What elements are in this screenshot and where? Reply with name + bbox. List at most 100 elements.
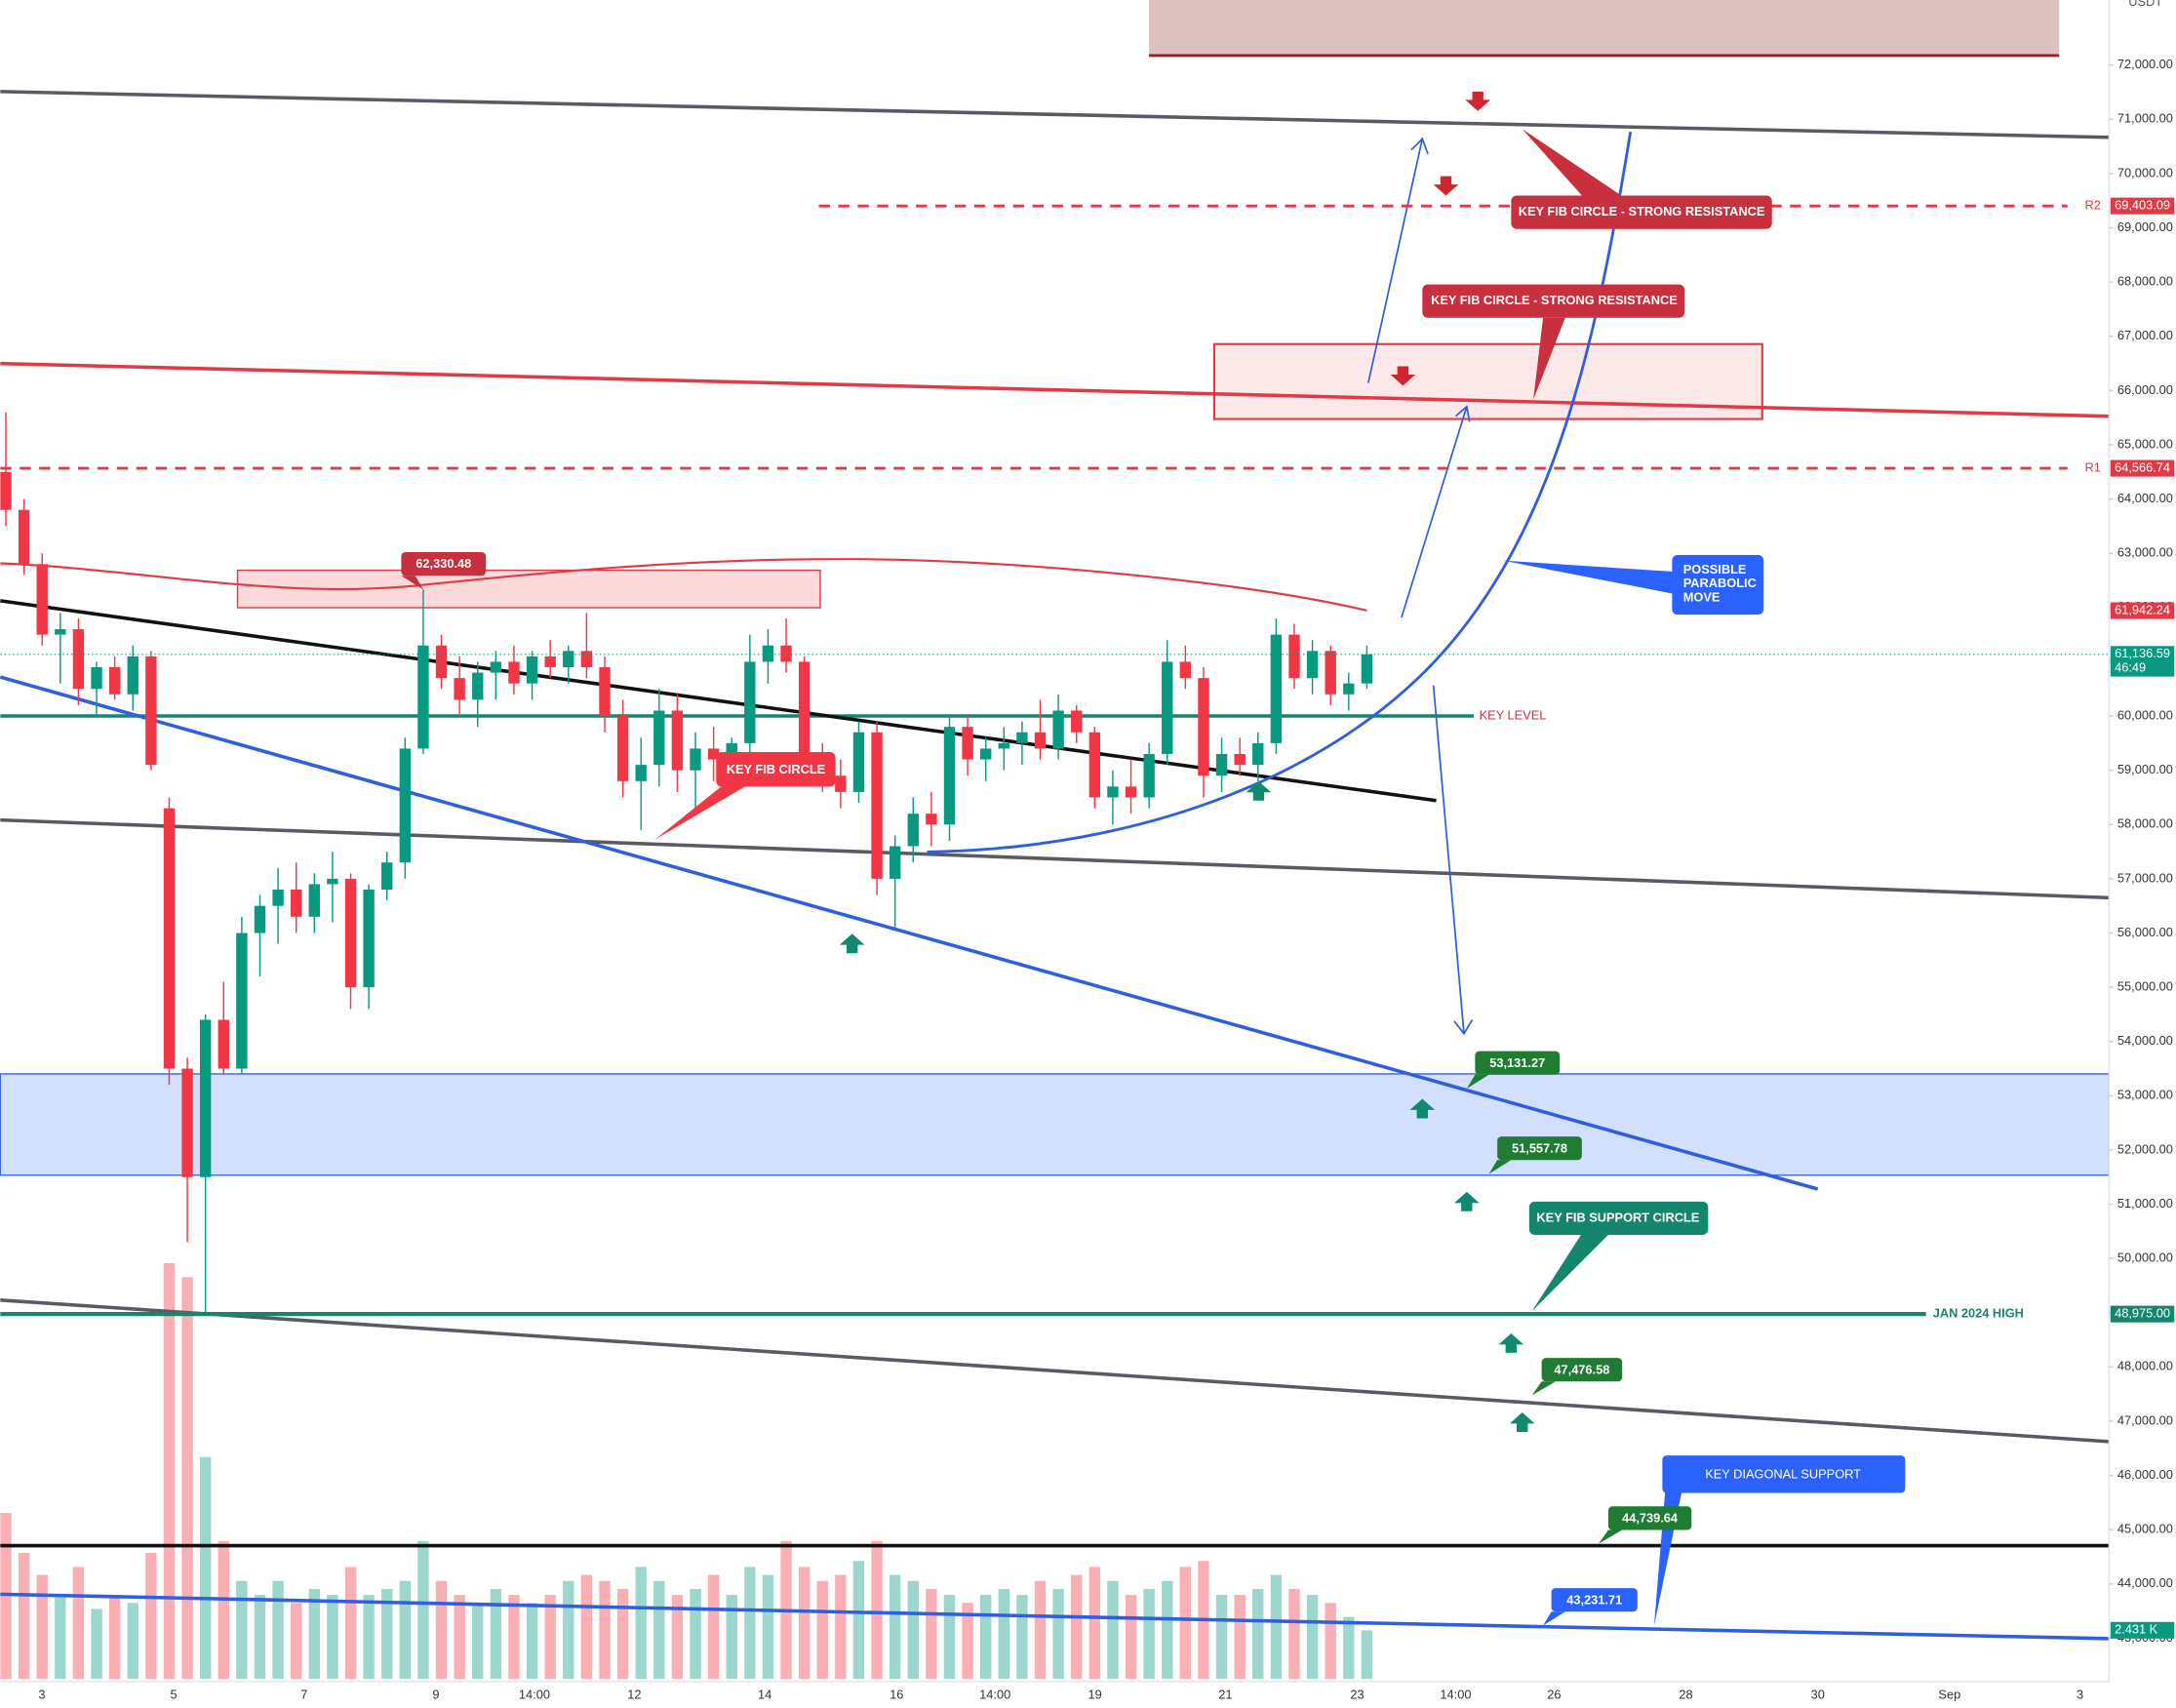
trend-line: [0, 361, 2110, 418]
volume-bar: [1361, 1630, 1373, 1680]
x-tick-label: 14:00: [1440, 1688, 1471, 1702]
candle-body: [508, 661, 520, 684]
up-arrows: [839, 780, 1535, 1432]
candle-body: [599, 667, 611, 717]
callout-box: [1511, 195, 1772, 229]
resistance-zone: [1212, 342, 1763, 420]
candle-body: [472, 672, 484, 700]
trend-line: [0, 675, 1819, 1191]
volume-bar: [1034, 1580, 1047, 1680]
volume-bar: [1179, 1567, 1192, 1680]
diagonal-support: [0, 1592, 2110, 1641]
volume-bar: [72, 1567, 85, 1680]
candle-body: [889, 846, 901, 879]
candle-body: [108, 667, 121, 695]
volume-bar: [980, 1595, 992, 1680]
volume-bar: [1252, 1588, 1264, 1680]
candle-body: [1034, 732, 1047, 749]
volume-bar: [417, 1540, 429, 1680]
volume-bar: [145, 1553, 157, 1680]
candle-body: [1325, 651, 1336, 695]
callout-pointer: [1598, 1529, 1623, 1544]
candle-body: [145, 655, 157, 766]
volume-bar: [943, 1595, 956, 1680]
candle-body: [254, 905, 266, 933]
candle-body: [1052, 710, 1064, 749]
key-level-label: KEY LEVEL: [1480, 707, 1547, 722]
callout-box: [1475, 1051, 1561, 1075]
callout-box: [1672, 554, 1764, 616]
callout-text: KEY DIAGONAL SUPPORT: [1705, 1466, 1861, 1481]
candle-body: [1162, 661, 1173, 754]
candle-body: [1252, 742, 1264, 766]
y-tick-label: 59,000.00: [2117, 762, 2173, 776]
callout-label: 62,330.48: [415, 556, 471, 571]
callout-text: MOVE: [1683, 589, 1721, 604]
volume-layer: [0, 1262, 1373, 1680]
callout-pointer: [1531, 1381, 1556, 1396]
candle-body: [490, 661, 502, 673]
callout-tail: [1522, 129, 1644, 212]
candle-body: [1306, 651, 1319, 679]
candle-body: [199, 1019, 212, 1177]
supply-zone: [1149, 0, 2060, 56]
volume-bar: [55, 1595, 66, 1680]
arrow: [1401, 405, 1471, 618]
candle-body: [1125, 786, 1137, 798]
price-callouts: 62,330.48 53,131.27 51,557.78 47,476.58 44,7…: [401, 552, 1692, 1626]
candle-body: [127, 655, 138, 695]
callout-label: 43,231.71: [1566, 1592, 1622, 1607]
callout-text: POSSIBLE: [1683, 562, 1747, 576]
candle-body: [454, 678, 465, 700]
arrow: [1366, 137, 1429, 383]
candle-body: [363, 890, 375, 988]
candle-body: [1143, 753, 1155, 798]
y-tick-label: 57,000.00: [2117, 870, 2173, 885]
volume-bar: [1215, 1595, 1228, 1680]
volume-bar: [690, 1588, 701, 1680]
x-tick-label: 19: [1088, 1688, 1101, 1702]
candle-body: [1071, 710, 1083, 733]
y-tick-label: 65,000.00: [2117, 436, 2173, 451]
axis-price-label: 48,975.00: [2115, 1306, 2170, 1321]
x-tick-label: 7: [300, 1688, 307, 1702]
axis-labels: 43,000.0044,000.0045,000.0046,000.0047,0…: [38, 57, 2175, 1702]
volume-bar: [926, 1588, 937, 1680]
candle-body: [835, 775, 847, 792]
x-tick-label: 30: [1811, 1688, 1825, 1702]
candle-body: [291, 890, 302, 917]
channel-line: [0, 1298, 2110, 1444]
x-tick-label: 21: [1218, 1688, 1232, 1702]
parabolic-curve: [927, 131, 1633, 854]
level-name: JAN 2024 HIGH: [1933, 1306, 2024, 1321]
volume-bar: [1306, 1595, 1319, 1680]
volume-bar: [744, 1567, 756, 1680]
y-tick-label: 54,000.00: [2117, 1033, 2173, 1048]
candle-body: [526, 655, 538, 684]
volume-bar: [1270, 1574, 1283, 1680]
axis-price-box: [2110, 602, 2175, 619]
volume-bar: [1234, 1595, 1246, 1680]
x-tick-label: Sep: [1938, 1688, 1960, 1702]
candle-body: [417, 645, 429, 749]
arrow: [1432, 685, 1474, 1036]
arrow-icon: [1409, 1098, 1436, 1119]
volume-bar: [816, 1580, 828, 1680]
axis-price-box: [2110, 646, 2175, 677]
candle-body: [0, 471, 12, 510]
callout-box: [1607, 1506, 1692, 1530]
x-tick-label: 3: [2077, 1688, 2083, 1702]
volume-bar: [762, 1574, 774, 1680]
volume-bar: [998, 1588, 1009, 1680]
channel-line: [0, 817, 2110, 900]
candle-body: [998, 742, 1009, 749]
y-tick-label: 52,000.00: [2117, 1141, 2173, 1156]
volume-bar: [798, 1567, 811, 1680]
candle-body: [563, 651, 574, 668]
volume-bar: [108, 1595, 121, 1680]
y-tick-label: 68,000.00: [2117, 274, 2173, 289]
callout-box: [1422, 284, 1685, 318]
candle-body: [218, 1019, 229, 1069]
callout-pointer: [1543, 1611, 1565, 1626]
volume-bar: [1325, 1603, 1336, 1680]
